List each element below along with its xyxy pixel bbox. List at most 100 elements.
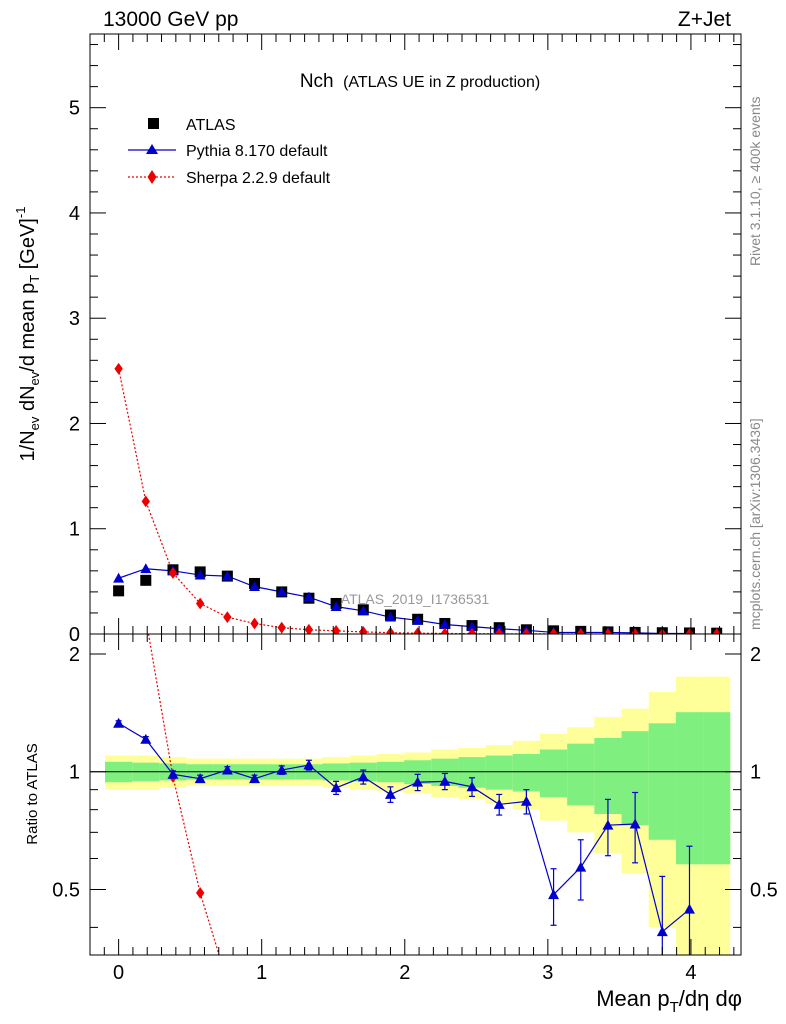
plot-title: Nch (ATLAS UE in Z production) [300,71,540,92]
sherpa-point [331,624,341,634]
pythia-ratio-point [548,889,560,900]
x-tick-label: 4 [685,962,696,984]
ratio-panel-frame [89,633,742,956]
sherpa-point [304,623,314,634]
sherpa-point [114,362,123,375]
pythia-ratio-point [140,733,152,744]
sherpa-line [118,368,717,634]
atlas-point [140,574,152,586]
x-tick-label: 3 [542,962,553,984]
band-inner-bin [703,712,731,865]
sherpa-ratio-point [142,612,150,624]
pythia-ratio-point [303,759,315,770]
pythia-ratio-point [276,764,288,775]
x-tick-label: 2 [399,962,410,984]
band-inner-bin [675,712,704,865]
main-y-tick-label: 3 [69,308,80,330]
main-y-tick-label: 1 [69,519,80,541]
sherpa-ratio-point [223,976,231,988]
mcplots-info: mcplots.cern.ch [arXiv:1306.3436] [747,418,763,630]
main-y-tick-label: 4 [69,203,80,225]
pythia-point [303,591,315,602]
pythia-ratio-point [493,798,505,809]
pythia-ratio-point [384,788,396,799]
sherpa-ratio-point [195,887,205,899]
ratio-ylabel: Ratio to ATLAS [24,743,41,844]
legend: ATLAS Pythia 8.170 default Sherpa 2.2.9 … [128,117,331,187]
band-inner-bin [567,743,595,806]
x-tick-label: 1 [256,962,267,984]
pythia-point [249,581,261,592]
pythia-ratio-point [629,818,641,829]
band-inner-bin [648,723,676,840]
pythia-point [140,563,152,574]
pythia-ratio-point [357,771,369,782]
main-y-tick-label: 0 [69,624,80,646]
pythia-point [466,621,478,632]
ratio-y-tick-label-right: 1 [750,762,761,784]
ratio-y-tick-label-right: 2 [750,644,761,666]
rivet-info: Rivet 3.1.10, ≥ 400k events [747,96,763,266]
pythia-ratio-line [118,722,690,933]
band-inner-bin [485,755,513,790]
ratio-panel-data [113,459,695,988]
sherpa-point [250,617,259,630]
pythia-ratio-point [656,926,668,937]
pythia-ratio-point [113,717,125,728]
legend-sherpa-label: Sherpa 2.2.9 default [186,170,331,187]
main-y-tick-label: 5 [69,98,80,120]
analysis-watermark: ATLAS_2019_I1736531 [341,591,490,607]
main-ylabel: 1/Nev dNev/d mean pT [GeV]-1 [13,207,42,462]
pythia-point [412,614,424,625]
sherpa-point [549,628,558,634]
pythia-point [113,572,125,583]
sherpa-point [223,611,232,624]
pythia-ratio-point [249,773,261,784]
sherpa-point [630,628,640,634]
ratio-y-tick-label: 1 [69,762,80,784]
sherpa-point [195,597,205,610]
pythia-point [221,570,233,581]
pythia-ratio-point [194,773,206,784]
pythia-ratio-point [330,782,342,793]
sherpa-point [168,567,178,579]
pythia-ratio-point [575,861,587,872]
legend-atlas-marker [148,118,159,129]
pythia-ratio-point [466,781,478,792]
sherpa-ratio-line [147,634,220,955]
sherpa-point [712,628,721,634]
sherpa-point [359,626,368,634]
legend-atlas-label: ATLAS [186,117,236,134]
sherpa-point [576,628,585,634]
band-inner-bin [539,749,568,798]
header-right: Z+Jet [678,8,731,31]
sherpa-point [277,621,286,634]
pythia-ratio-point [520,795,532,806]
sherpa-point [141,495,150,508]
pythia-line [118,568,690,634]
pythia-point [384,611,396,622]
header-left: 13000 GeV pp [103,8,238,31]
ratio-uncertainty-bands [90,676,741,955]
ratio-y-tick-label: 2 [69,644,80,666]
pythia-ratio-point [439,775,451,786]
sherpa-point [467,627,477,634]
pythia-point [357,605,369,616]
legend-sherpa-marker [147,170,157,184]
pythia-ratio-point [683,903,695,914]
pythia-point [194,569,206,580]
main-y-tick-label: 2 [69,413,80,435]
title-sub: (ATLAS UE in Z production) [343,74,540,91]
sherpa-ratio-point [114,459,122,471]
title-main: Nch [300,71,334,92]
pythia-point [276,586,288,597]
sherpa-point [495,627,504,634]
pythia-ratio-point [221,764,233,775]
sherpa-point [413,627,422,634]
x-axis-label: Mean pT/dη dφ [596,986,742,1016]
axes: 0 1 2 3 4 5 0 1 2 3 4 0.5 0.5 1 1 2 2 [52,34,778,984]
pythia-point [330,601,342,612]
band-inner-bin [512,754,540,792]
pythia-ratio-point [167,768,179,779]
